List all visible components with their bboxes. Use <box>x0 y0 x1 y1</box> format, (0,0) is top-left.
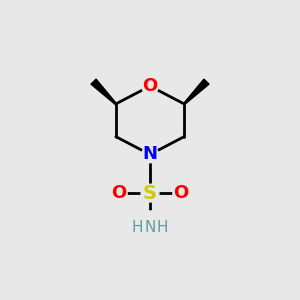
Text: H: H <box>157 220 168 235</box>
Text: O: O <box>142 77 158 95</box>
Text: N: N <box>142 146 158 164</box>
Text: S: S <box>143 184 157 202</box>
Polygon shape <box>184 79 209 104</box>
Text: O: O <box>111 184 126 202</box>
Circle shape <box>110 185 127 201</box>
Text: N: N <box>144 220 156 235</box>
Circle shape <box>142 146 158 163</box>
Circle shape <box>134 211 166 244</box>
Text: O: O <box>174 184 189 202</box>
Circle shape <box>141 184 159 202</box>
Text: H: H <box>132 220 143 235</box>
Circle shape <box>173 185 190 201</box>
Circle shape <box>142 78 158 94</box>
Polygon shape <box>91 79 116 104</box>
